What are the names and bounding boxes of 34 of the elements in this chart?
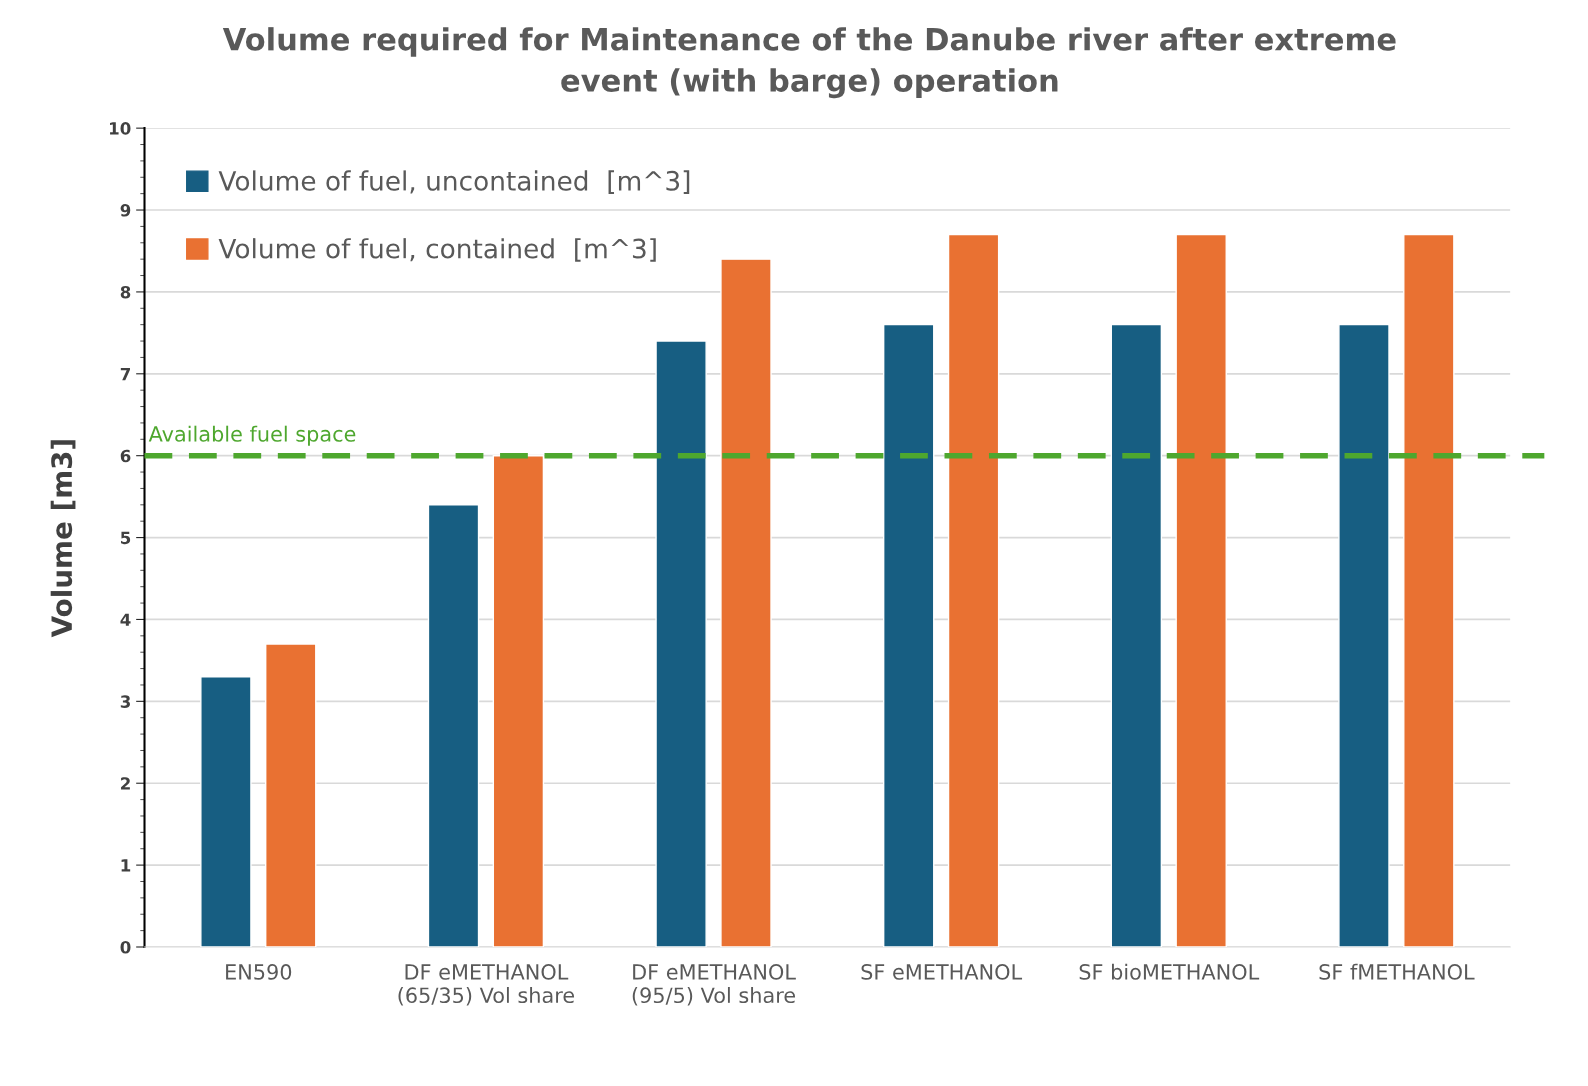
legend-label: Volume of fuel, uncontained [m^3] bbox=[218, 170, 690, 194]
y-axis-title: Volume [m3] bbox=[50, 440, 76, 638]
y-tick-label: 1 bbox=[121, 859, 131, 872]
y-tick-label: 9 bbox=[120, 204, 131, 217]
x-tick-label: SF fMETHANOL bbox=[1319, 963, 1475, 980]
bar bbox=[1403, 233, 1455, 947]
bar bbox=[200, 676, 252, 947]
bar bbox=[1338, 323, 1390, 947]
y-tick-label: 3 bbox=[120, 695, 130, 708]
y-tick-label: 8 bbox=[120, 285, 131, 299]
y-tick-label: 7 bbox=[120, 367, 130, 381]
bar bbox=[427, 504, 480, 947]
ref-line-label: Available fuel space bbox=[148, 425, 356, 446]
y-tick-label: 4 bbox=[120, 613, 131, 626]
legend-label: Volume of fuel, contained [m^3] bbox=[218, 238, 656, 262]
x-tick-label: SF eMETHANOL bbox=[861, 964, 1023, 980]
y-tick-label: 6 bbox=[120, 449, 131, 463]
y-tick-label: 0 bbox=[120, 940, 131, 954]
y-tick-label: 5 bbox=[121, 531, 131, 545]
bar bbox=[720, 258, 772, 947]
chart-title: Volume required for Maintenance of the Danube river after extreme event (with barge) operation bbox=[222, 27, 1396, 99]
y-tick-label: 2 bbox=[121, 777, 130, 790]
x-tick-label: SF bioMETHANOL bbox=[1079, 963, 1260, 980]
bar bbox=[265, 643, 317, 947]
bar bbox=[947, 233, 1000, 947]
x-tick-label: DF eMETHANOL (65/35) Vol share bbox=[398, 964, 575, 1006]
bar bbox=[492, 454, 545, 947]
bar bbox=[1110, 323, 1163, 947]
x-tick-label: EN590 bbox=[226, 964, 292, 980]
bar bbox=[882, 323, 935, 947]
bar bbox=[1175, 233, 1227, 947]
y-tick-label: 10 bbox=[110, 122, 131, 135]
x-tick-label: DF eMETHANOL (95/5) Vol share bbox=[632, 964, 796, 1006]
bar bbox=[655, 340, 707, 947]
